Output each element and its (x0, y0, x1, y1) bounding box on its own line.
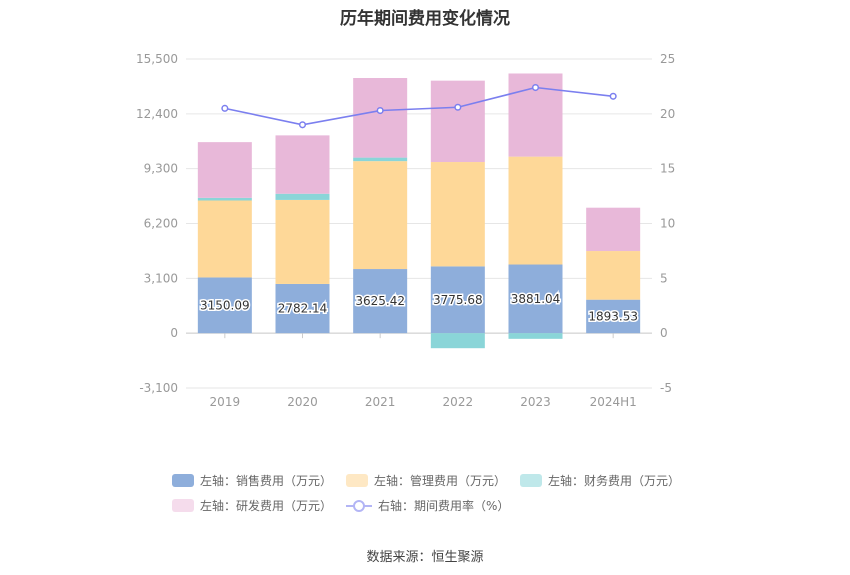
rate-point (531, 83, 540, 92)
rate-point (609, 92, 617, 100)
left-axis-tick-label: 9,300 (144, 162, 178, 176)
rate-point (376, 106, 384, 115)
right-axis-tick-label: 25 (660, 52, 675, 66)
left-axis-tick-label: 12,400 (136, 107, 178, 121)
right-axis-tick-label: -5 (660, 381, 672, 395)
left-axis-tick-label: 0 (170, 326, 178, 340)
bar-segment-1 (508, 156, 563, 265)
legend-row-2: 左轴：研发费用（万元） 右轴：期间费用率（%） (172, 497, 523, 514)
right-axis-tick-label: 0 (660, 326, 668, 340)
chart-source: 数据来源：恒生聚源 (366, 550, 484, 565)
legend-swatch-rnd (172, 499, 194, 512)
bar-segment-3 (430, 80, 485, 163)
bar-data-label: 3881.04 (511, 292, 561, 306)
bar-segment-2 (197, 197, 252, 201)
bar-segment-1 (275, 199, 330, 284)
legend-label-rnd: 左轴：研发费用（万元） (200, 499, 333, 513)
right-axis-tick-label: 15 (660, 162, 675, 176)
bar-segment-3 (275, 135, 330, 194)
left-axis-tick-label: 3,100 (144, 271, 178, 285)
x-axis-tick-label: 2024H1 (590, 395, 637, 409)
bar-segment-2 (275, 193, 330, 200)
chart-title: 历年期间费用变化情况 (340, 9, 510, 29)
bar-segment-2 (353, 157, 408, 162)
bar-segment-0 (586, 299, 641, 334)
legend-item-admin[interactable]: 左轴：管理费用（万元） (346, 472, 506, 489)
bar-segment-0 (197, 277, 252, 334)
bar-segment-1 (586, 251, 641, 300)
bar-segment-1 (353, 161, 408, 270)
bar-segment-3 (353, 78, 408, 158)
legend-swatch-finance (520, 474, 543, 487)
x-axis-tick-label: 2022 (443, 395, 474, 409)
chart-plot: 15,500 25 12,400 20 9,300 15 6,200 10 3,100 5 0 0 -3… (136, 52, 675, 409)
bar-segment-3 (197, 142, 252, 198)
bar-data-label: 2782.14 (278, 302, 328, 316)
bar-data-label: 1893.53 (588, 309, 638, 323)
rate-point (298, 121, 307, 129)
bar-segment-1 (197, 200, 252, 278)
legend-item-rnd[interactable]: 左轴：研发费用（万元） (172, 497, 332, 514)
bar-segment-0 (353, 269, 408, 334)
rate-point (454, 103, 462, 111)
x-axis-tick-label: 2021 (365, 395, 396, 409)
left-axis-tick-label: -3,100 (139, 381, 178, 395)
bar-data-label: 3150.09 (200, 298, 250, 312)
bar-segment-0 (275, 283, 330, 334)
legend-label-admin: 左轴：管理费用（万元） (374, 474, 507, 488)
legend-item-sales[interactable]: 左轴：销售费用（万元） (172, 472, 332, 489)
legend-label-finance: 左轴：财务费用（万元） (548, 474, 681, 488)
legend-label-rate: 右轴：期间费用率（%） (378, 499, 510, 513)
left-axis-tick-label: 15,500 (136, 52, 178, 66)
legend-item-finance[interactable]: 左轴：财务费用（万元） (520, 472, 680, 489)
right-axis-tick-label: 5 (660, 271, 668, 285)
legend-label-sales: 左轴：销售费用（万元） (200, 474, 333, 488)
legend-swatch-sales (172, 474, 194, 487)
x-axis-tick-label: 2020 (287, 395, 318, 409)
legend-row-1: 左轴：销售费用（万元） 左轴：管理费用（万元） 左轴：财务费用（万元） (172, 472, 694, 489)
bar-segment-2 (430, 333, 485, 349)
bar-segment-2 (508, 333, 563, 339)
legend-item-rate[interactable]: 右轴：期间费用率（%） (346, 497, 509, 514)
bar-data-label: 3775.68 (433, 293, 483, 307)
rate-point (221, 104, 229, 112)
legend-swatch-admin (346, 474, 369, 487)
legend-swatch-rate (346, 499, 373, 513)
bar-segment-0 (430, 266, 485, 334)
x-axis-tick-label: 2019 (210, 395, 241, 409)
bar-segment-1 (430, 162, 485, 267)
right-axis-tick-label: 20 (660, 107, 675, 121)
x-axis-tick-label: 2023 (520, 395, 551, 409)
rate-line (224, 86, 614, 126)
right-axis-tick-label: 10 (660, 217, 675, 231)
left-axis-tick-label: 6,200 (144, 217, 178, 231)
bar-data-label: 3625.42 (355, 294, 405, 308)
bar-segment-0 (508, 264, 563, 334)
bar-segment-3 (586, 207, 641, 252)
